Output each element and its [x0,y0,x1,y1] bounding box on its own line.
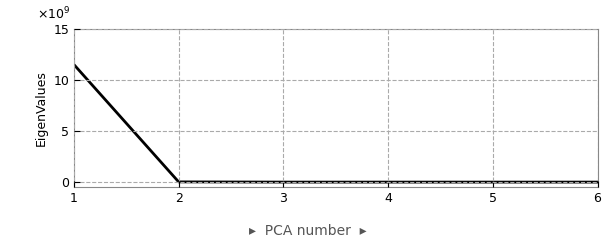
Text: ▸  PCA number  ▸: ▸ PCA number ▸ [249,224,367,238]
Text: $\times\mathregular{10}^{9}$: $\times\mathregular{10}^{9}$ [37,6,71,23]
Y-axis label: EigenValues: EigenValues [34,70,47,146]
